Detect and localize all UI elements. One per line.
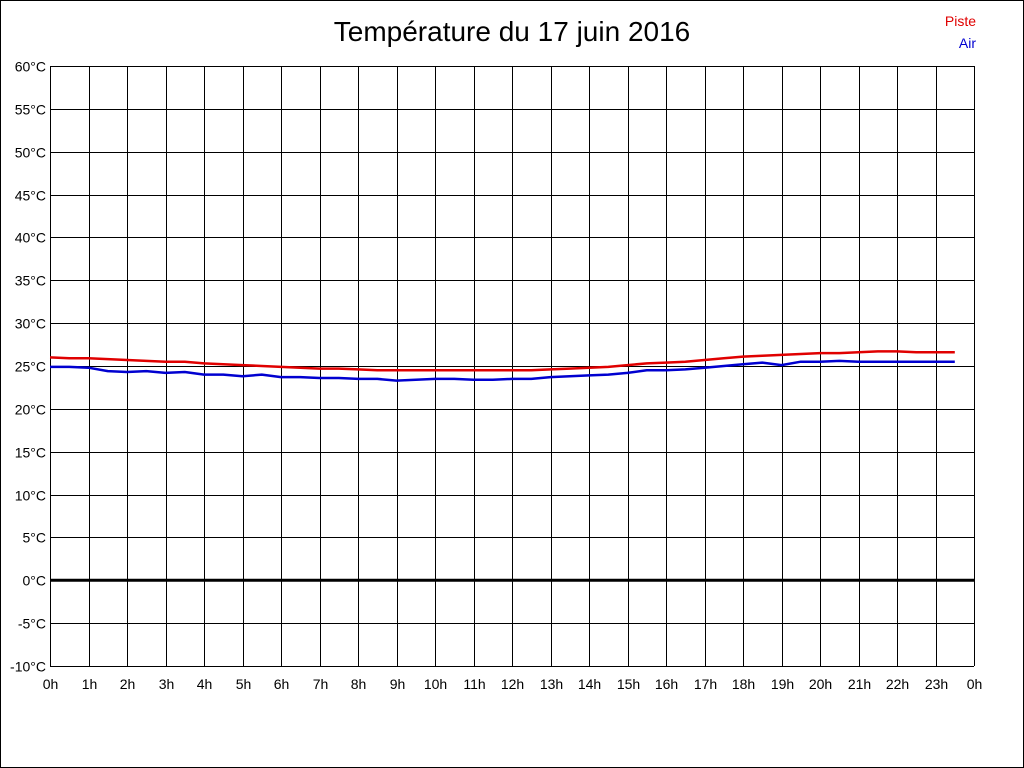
x-tick-label: 11h bbox=[463, 676, 485, 692]
series-layer bbox=[49, 350, 955, 382]
x-tick-label: 10h bbox=[424, 676, 447, 692]
y-tick-label: 25°C bbox=[15, 359, 46, 375]
y-axis-labels: 60°C 55°C 50°C 45°C 40°C 35°C 30°C 25°C 20°C 15°C… bbox=[10, 59, 46, 675]
x-tick-label: 9h bbox=[390, 676, 406, 692]
x-tick-label: 12h bbox=[501, 676, 524, 692]
x-tick-label: 7h bbox=[313, 676, 329, 692]
y-tick-label: 45°C bbox=[15, 188, 46, 204]
x-tick-label: 8h bbox=[351, 676, 367, 692]
y-tick-label: 0°C bbox=[23, 573, 47, 589]
x-axis-labels: 0h 1h 2h 3h 4h 5h 6h 7h 8h 9h 10h 11h 12h 13h 14h 15h 16… bbox=[43, 676, 983, 692]
series-line-air bbox=[50, 359, 955, 382]
x-tick-label: 23h bbox=[925, 676, 948, 692]
x-tick-label: 13h bbox=[540, 676, 563, 692]
legend-entry-air: Air bbox=[958, 35, 976, 51]
y-tick-label: 5°C bbox=[23, 530, 47, 546]
x-tick-label: 17h bbox=[694, 676, 717, 692]
x-tick-label: 0h bbox=[967, 676, 983, 692]
x-tick-label: 18h bbox=[732, 676, 755, 692]
chart-grid bbox=[50, 66, 975, 667]
x-tick-label: 5h bbox=[236, 676, 252, 692]
y-tick-label: 35°C bbox=[15, 273, 46, 289]
y-tick-label: 50°C bbox=[15, 145, 46, 161]
x-tick-label: 3h bbox=[159, 676, 175, 692]
y-tick-label: 20°C bbox=[15, 402, 46, 418]
x-tick-label: 21h bbox=[848, 676, 871, 692]
x-tick-label: 0h bbox=[43, 676, 59, 692]
x-tick-label: 6h bbox=[274, 676, 290, 692]
x-tick-label: 22h bbox=[886, 676, 909, 692]
chart-title: Température du 17 juin 2016 bbox=[333, 16, 691, 47]
x-tick-label: 14h bbox=[578, 676, 601, 692]
y-tick-label: 60°C bbox=[15, 59, 46, 75]
y-tick-label: -10°C bbox=[10, 659, 46, 675]
y-tick-label: 10°C bbox=[15, 488, 46, 504]
x-tick-label: 2h bbox=[120, 676, 136, 692]
x-tick-label: 20h bbox=[809, 676, 832, 692]
y-tick-label: 30°C bbox=[15, 316, 46, 332]
y-tick-label: 40°C bbox=[15, 230, 46, 246]
legend-entry-piste: Piste bbox=[944, 13, 976, 29]
x-tick-label: 16h bbox=[655, 676, 678, 692]
series-line-piste bbox=[49, 350, 955, 372]
x-tick-label: 19h bbox=[771, 676, 794, 692]
x-tick-label: 15h bbox=[617, 676, 640, 692]
x-tick-label: 1h bbox=[82, 676, 98, 692]
y-tick-label: -5°C bbox=[18, 616, 46, 632]
y-tick-label: 15°C bbox=[15, 445, 46, 461]
y-tick-label: 55°C bbox=[15, 102, 46, 118]
x-tick-label: 4h bbox=[197, 676, 213, 692]
